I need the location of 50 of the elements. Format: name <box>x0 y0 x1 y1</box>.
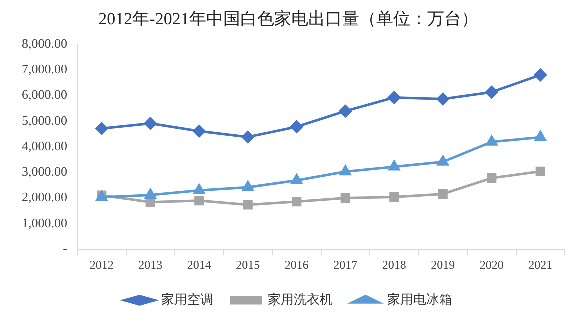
x-tick-label: 2017 <box>334 258 358 272</box>
y-tick-label: 5,000.00 <box>22 112 68 128</box>
point <box>290 120 304 134</box>
y-tick-label: - <box>63 241 68 256</box>
y-tick-label: 1,000.00 <box>22 215 68 230</box>
chart-title: 2012年-2021年中国白色家电出口量（单位：万台） <box>98 10 478 29</box>
point <box>242 181 254 192</box>
y-tick-label: 2,000.00 <box>22 190 68 205</box>
point <box>242 131 254 144</box>
x-tick-label: 2019 <box>431 258 456 272</box>
point <box>388 160 400 171</box>
y-tick-label: 6,000.00 <box>22 87 68 102</box>
point <box>339 105 352 118</box>
point <box>534 68 547 82</box>
point <box>292 197 302 207</box>
point <box>536 166 546 176</box>
y-tick-label: 7,000.00 <box>22 61 68 76</box>
x-tick-label: 2018 <box>382 258 406 272</box>
point <box>194 196 204 206</box>
y-tick-label: 8,000.00 <box>22 36 68 51</box>
x-tick-label: 2015 <box>236 258 260 272</box>
legend-label: 家用空调 <box>161 292 214 307</box>
point <box>340 194 350 204</box>
point <box>438 189 448 199</box>
point <box>436 93 450 106</box>
y-tick-label: 4,000.00 <box>22 138 68 154</box>
x-tick-label: 2021 <box>528 258 553 272</box>
x-tick-label: 2012 <box>90 258 114 272</box>
point <box>144 117 157 130</box>
x-tick-label: 2014 <box>187 258 212 272</box>
point <box>486 86 498 99</box>
point <box>194 184 205 194</box>
point <box>388 92 401 104</box>
point <box>145 188 156 199</box>
point <box>96 122 108 136</box>
point <box>291 174 302 184</box>
point <box>243 200 253 210</box>
legend-label: 家用电冰箱 <box>387 292 452 307</box>
point <box>487 174 497 184</box>
point <box>535 131 546 142</box>
point <box>340 166 352 176</box>
point <box>486 136 498 146</box>
legend-label: 家用洗衣机 <box>268 292 333 307</box>
y-tick-label: 3,000.00 <box>22 164 68 180</box>
point <box>390 192 400 202</box>
point <box>438 156 449 166</box>
x-tick-label: 2013 <box>138 258 163 272</box>
x-tick-label: 2016 <box>284 258 309 272</box>
point <box>193 125 206 138</box>
x-tick-label: 2020 <box>480 258 504 272</box>
